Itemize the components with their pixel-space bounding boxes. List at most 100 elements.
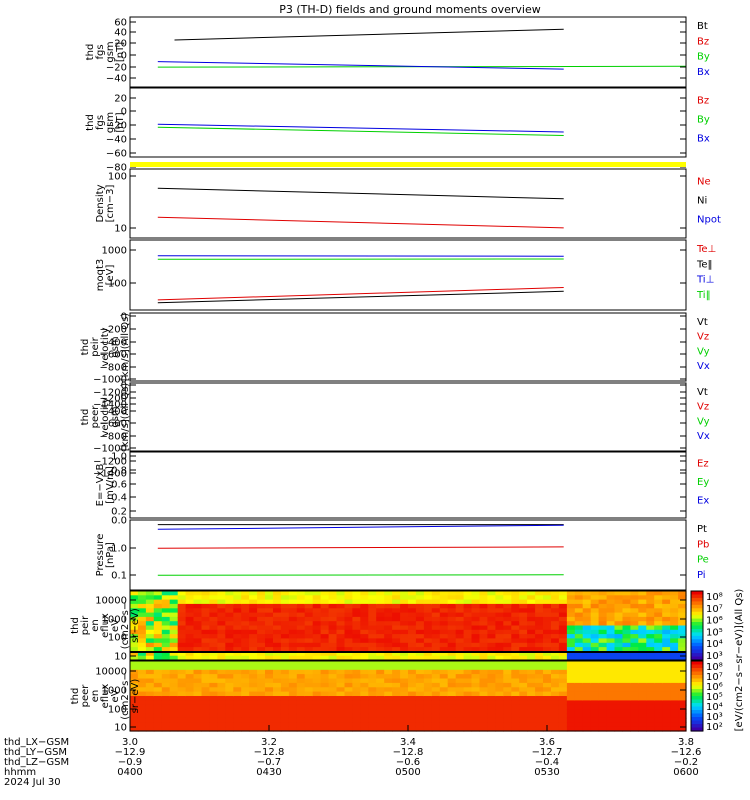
peer_en_eflux-cell [273,709,282,715]
peer_en_eflux-cell [137,687,147,693]
peir_en_eflux-cell [630,616,639,622]
peir_en_eflux-cell [296,638,306,644]
peer_en_eflux-cell [344,709,353,715]
peir_en_eflux-cell [551,655,560,661]
peir_en_eflux-cell [551,616,560,622]
peir_en_eflux-cell [614,634,623,639]
peir_en_eflux-cell [169,647,179,652]
peir_en_eflux-cell [408,603,417,609]
peer_en_eflux-cell [201,717,210,723]
peer_en_eflux-cell [392,682,401,688]
peir_en_eflux-cell [622,616,631,622]
peir_en_eflux-cell [638,599,647,605]
peer_en_eflux-cell [654,709,663,715]
peir_en_eflux-cell [670,651,679,657]
peer_en_eflux-cell [352,678,361,684]
peir_en_eflux-cell [201,591,210,596]
peer_en_eflux-cell [447,717,457,723]
peir_en_eflux-cell [503,608,512,614]
peir_en_eflux-cell [249,591,258,596]
peir_en_eflux-cell [431,651,441,657]
peir_en_eflux-cell [614,616,623,622]
peir_en_eflux-cell [511,625,520,631]
peir_en_eflux-cell [662,629,671,635]
peir_en_eflux-cell [336,595,345,601]
peer_en_eflux-cell [455,704,465,710]
peir_en_eflux-cell [551,599,560,605]
peir_en_eflux-cell [161,603,171,609]
peer_en_eflux-cell [137,726,147,732]
peir_en_eflux-cell [241,647,250,652]
peer_en_eflux-cell [638,722,647,728]
peer_en_eflux-cell [503,674,512,680]
peir_en_eflux-cell [622,634,631,639]
peer_en_eflux-cell [408,722,417,728]
peir_en_eflux-cell [384,612,393,618]
peer_en_eflux-cell [574,722,584,728]
peir_en_eflux-cell [408,625,417,631]
temperature-teperp-line [157,287,564,301]
peer_en_eflux-cell [296,691,306,697]
peer_en_eflux-cell [145,674,155,680]
peir_en_eflux-cell [487,655,496,661]
peer_en_eflux-cell [161,696,171,701]
peir_en_eflux-cell [455,638,465,644]
peir_en_eflux-cell [328,625,338,631]
peer_en_eflux-cell [527,726,536,732]
peer_en_eflux-cell [288,709,298,715]
peir_en_eflux-cell [137,634,147,639]
peer_en_eflux-cell [678,678,687,684]
peir_en_eflux-cell [527,634,536,639]
peir_en_eflux-cell [233,591,242,596]
xtick-label-ly: −12.8 [393,747,424,758]
peer_en_eflux-cell [606,678,616,684]
peir_en_eflux-cell [328,651,338,657]
peir_en_eflux-cell [249,621,258,627]
peir_en_eflux-cell [598,612,608,618]
peer_en_eflux-cell [439,717,449,723]
peer_en_eflux-cell [249,687,258,693]
peer_en_eflux-cell [153,717,163,723]
peer_en_eflux-cell [392,704,401,710]
peir_en_eflux-cell [201,655,210,661]
peer_en_eflux-cell [217,709,226,715]
peir_en_eflux-cell [153,616,163,622]
peer_en_eflux-cell [503,661,512,666]
peir_en_eflux-cell [646,647,655,652]
peir_en_eflux-colorbar-cell [691,639,703,644]
pressure-frame [129,519,687,591]
peir_en_eflux-cell [431,642,441,648]
peir_en_eflux-cell [320,647,330,652]
peir_en_eflux-cell [646,629,655,635]
density-ytick-label: 100 [108,172,127,183]
peer_en_eflux-cell [447,700,457,706]
peer_en_eflux-cell [296,709,306,715]
peir_en_eflux-cell [352,629,361,635]
peer_en_eflux-cell [431,722,441,728]
peir_en_eflux-cell [201,616,210,622]
peir_en_eflux-cell [598,599,608,605]
peir_en_eflux-cell [312,642,322,648]
peer_en_eflux-cell [249,717,258,723]
peir_en_eflux-cell [590,621,600,627]
peir_en_eflux-cell [328,616,338,622]
peir_en_eflux-cell [630,634,639,639]
peer_en_eflux-cell [376,682,385,688]
peer_en_eflux-cell [312,696,322,701]
peer_en_eflux-cell [257,713,266,719]
peir_en_eflux-cell [614,655,623,661]
peir_en_eflux-cell [543,591,552,596]
peer_en_eflux-cell [137,704,147,710]
peer_en_eflux-cell [185,726,195,732]
peer_en_eflux-cell [670,722,679,728]
peer_en_eflux-cell [582,665,592,671]
peer_en_eflux-cell [201,674,210,680]
peer_en_eflux-cell [400,682,409,688]
peer_en_eflux-cell [320,700,330,706]
peir_en_eflux-cell [479,651,488,657]
peer_en_eflux-cell [201,696,210,701]
peir_en_eflux-colorbar-cell [691,591,703,595]
peer_en_eflux-cell [535,691,544,697]
peer_en_eflux-cell [209,682,218,688]
peer_en_eflux-cell [447,665,457,671]
